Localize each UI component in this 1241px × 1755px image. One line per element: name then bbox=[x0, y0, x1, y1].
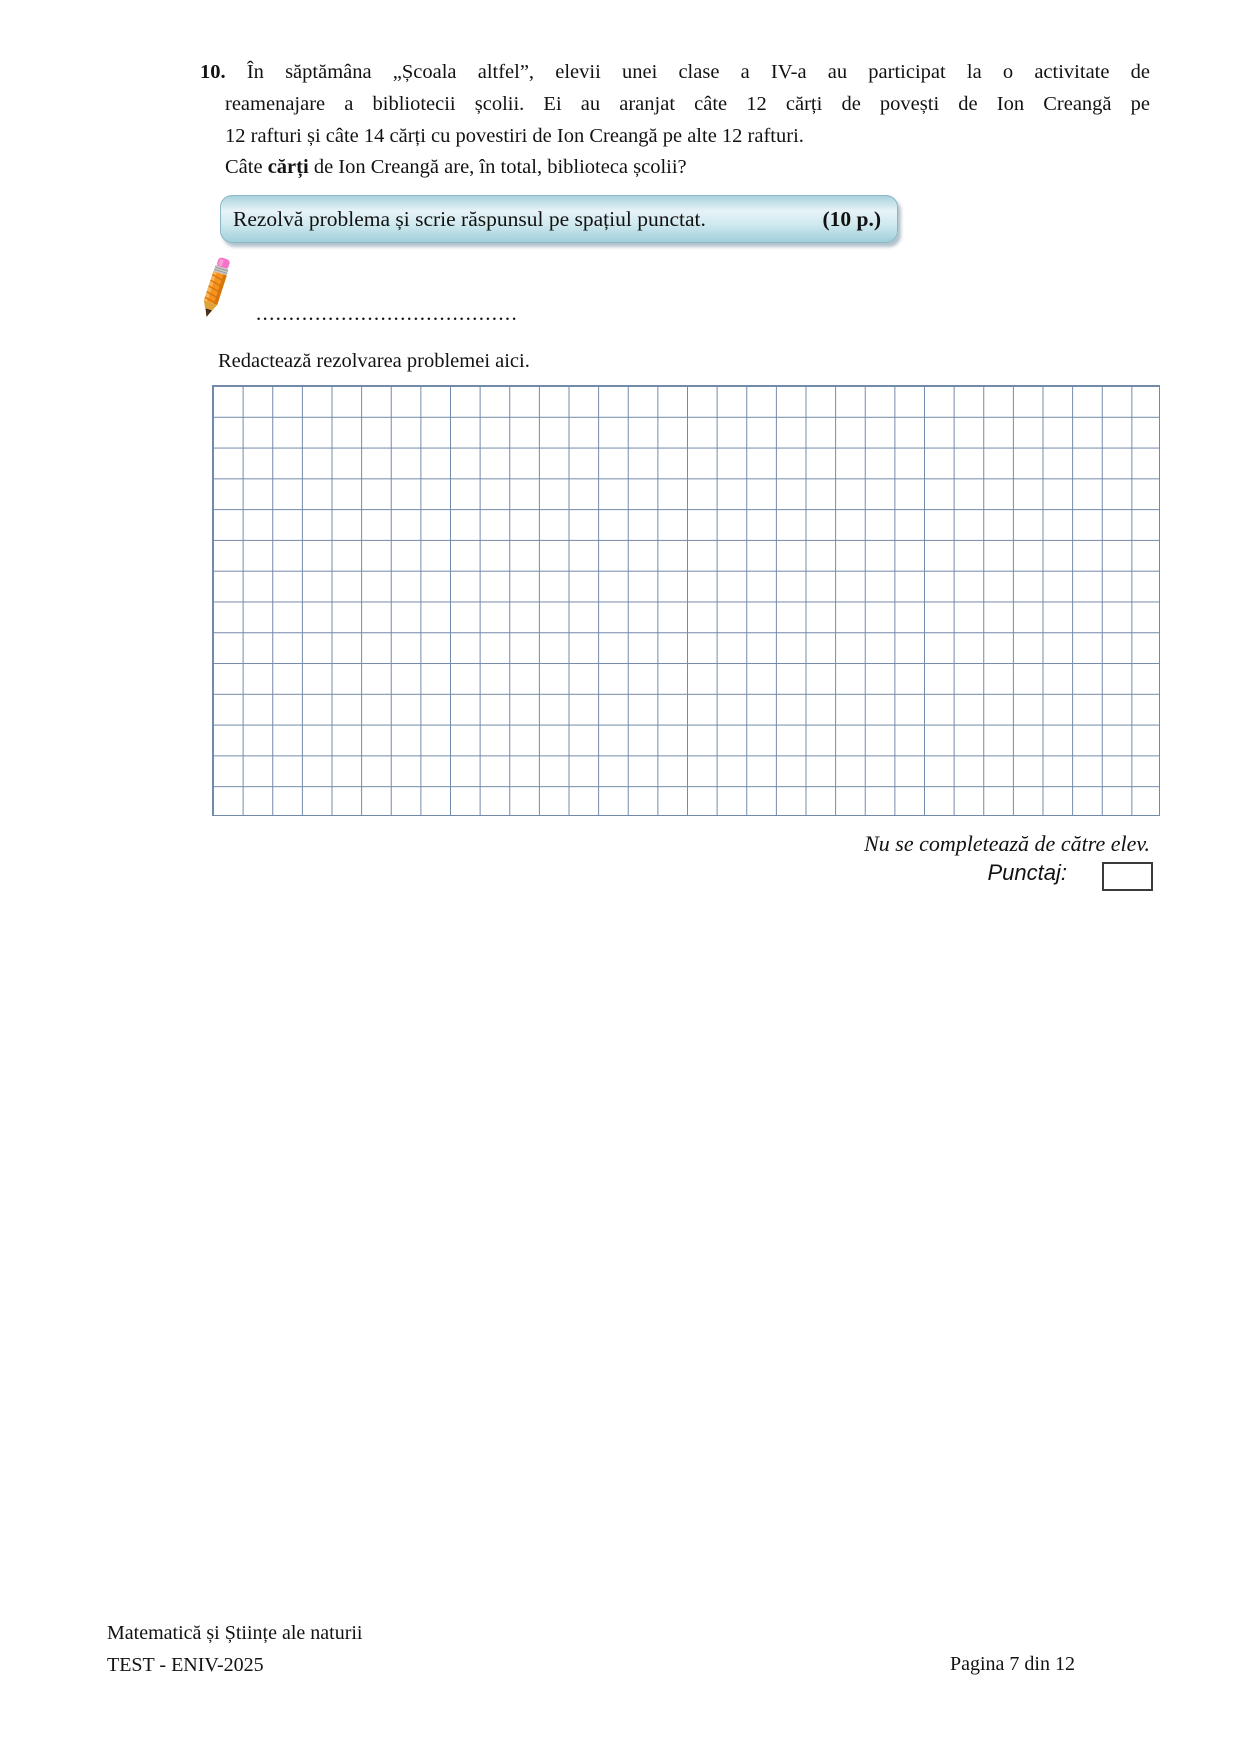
points-badge: (10 p.) bbox=[822, 206, 881, 231]
scoring-note: Nu se completează de către elev. bbox=[864, 831, 1150, 856]
page-number: Pagina 7 din 12 bbox=[950, 1653, 1075, 1675]
footer-subject: Matematică și Științe ale naturii bbox=[107, 1622, 363, 1644]
instruction-text: Rezolvă problema și scrie răspunsul pe s… bbox=[233, 206, 706, 231]
footer: Matematică și Științe ale naturii TEST -… bbox=[107, 1618, 362, 1681]
work-area-prompt: Redactează rezolvarea problemei aici. bbox=[218, 350, 530, 372]
score-box[interactable] bbox=[1102, 862, 1153, 891]
score-label: Punctaj: bbox=[987, 860, 1068, 885]
problem-text: 10. În săptămâna „Școala altfel”, elevii… bbox=[200, 57, 1150, 184]
problem-line: Câte cărți de Ion Creangă are, în total,… bbox=[225, 156, 687, 179]
instruction-banner: Rezolvă problema și scrie răspunsul pe s… bbox=[220, 195, 898, 243]
problem-line: 12 rafturi și câte 14 cărți cu povestiri… bbox=[225, 124, 804, 147]
solution-grid[interactable] bbox=[212, 385, 1160, 816]
footer-test-code: TEST - ENIV-2025 bbox=[107, 1653, 264, 1676]
answer-dotted-line[interactable]: ........................................ bbox=[256, 301, 518, 325]
problem-line: 10. În săptămâna „Școala altfel”, elevii… bbox=[200, 61, 1150, 83]
problem-statement: 10. În săptămâna „Școala altfel”, elevii… bbox=[200, 57, 1150, 184]
problem-line: reamenajare a bibliotecii școlii. Ei au … bbox=[225, 92, 1150, 115]
pencil-icon bbox=[192, 256, 238, 322]
